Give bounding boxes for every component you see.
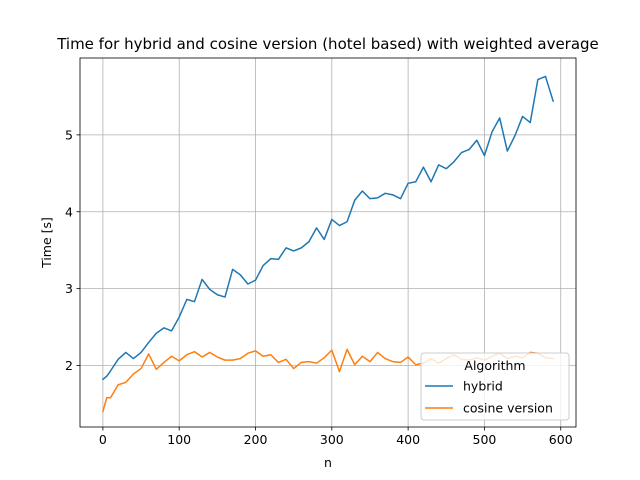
y-axis-label: Time [s] (39, 217, 54, 269)
axis-ticks: 0 100 200 300 400 500 600 2 3 4 5 (65, 127, 573, 447)
x-tick-label: 400 (396, 432, 420, 447)
x-tick-label: 0 (99, 432, 107, 447)
x-tick-label: 200 (244, 432, 268, 447)
x-tick-label: 300 (320, 432, 344, 447)
x-axis-label: n (324, 455, 332, 470)
x-tick-label: 500 (473, 432, 497, 447)
y-tick-label: 2 (65, 358, 73, 373)
y-tick-label: 4 (65, 204, 73, 219)
legend-label-hybrid: hybrid (463, 379, 503, 394)
chart-title: Time for hybrid and cosine version (hote… (56, 35, 599, 53)
legend-title: Algorithm (464, 358, 525, 373)
legend: Algorithm hybrid cosine version (420, 352, 570, 421)
y-tick-label: 5 (65, 127, 73, 142)
plot-area-frame (79, 57, 577, 428)
series-line-hybrid (101, 75, 555, 381)
legend-box (420, 352, 570, 421)
x-tick-label: 600 (549, 432, 573, 447)
legend-label-cosine-version: cosine version (463, 401, 553, 416)
grid (80, 58, 576, 427)
y-tick-label: 3 (65, 281, 73, 296)
x-tick-label: 100 (167, 432, 191, 447)
